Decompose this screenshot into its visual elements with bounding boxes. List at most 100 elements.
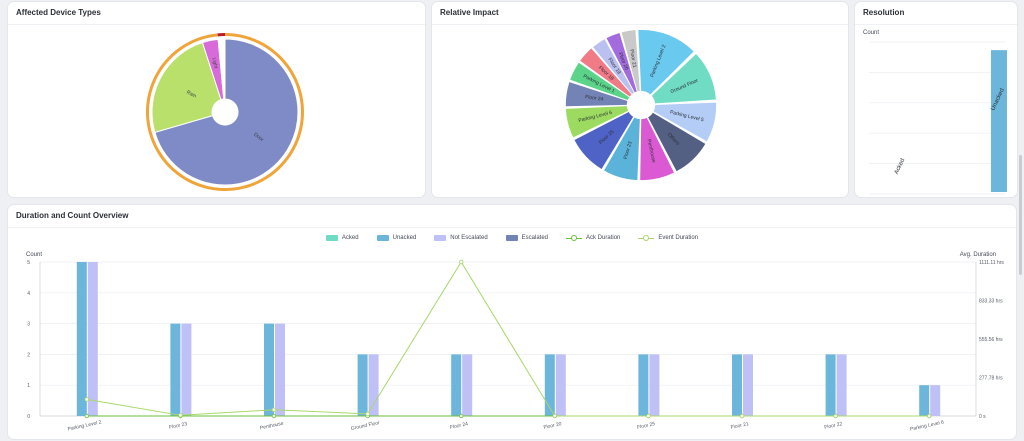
pie-slice[interactable]: [565, 82, 628, 107]
pie-slice[interactable]: [651, 53, 716, 104]
legend-swatch: [566, 235, 583, 241]
bar[interactable]: [836, 354, 847, 416]
series-point[interactable]: [365, 411, 370, 417]
bar[interactable]: [919, 385, 930, 416]
y-tick-label: 0: [27, 414, 30, 420]
series-point[interactable]: [459, 413, 464, 419]
legend-label: Not Escalated: [450, 235, 488, 241]
pie-slice[interactable]: [151, 41, 222, 133]
bar[interactable]: [649, 354, 660, 416]
scrollbar-thumb[interactable]: [1019, 155, 1022, 275]
bar[interactable]: [991, 50, 1007, 193]
x-tick-label: Floor 21: [730, 421, 749, 431]
series-point[interactable]: [271, 413, 277, 419]
series-point[interactable]: [552, 413, 557, 419]
pie-slice[interactable]: [604, 117, 640, 181]
device-types-title: Affected Device Types: [16, 8, 101, 17]
bar[interactable]: [638, 354, 649, 416]
bar[interactable]: [544, 354, 555, 416]
bar[interactable]: [555, 354, 566, 416]
x-tick-label: Floor 22: [824, 421, 843, 431]
y2-tick-label: 1111.11 hrs: [979, 260, 1004, 266]
series-point[interactable]: [271, 407, 277, 412]
series-point[interactable]: [833, 413, 838, 419]
overview-combo-chart: Count Avg. Duration 0 1 2 3 4 5 0 s 277.78 hrs 555…: [26, 252, 1004, 433]
series-point[interactable]: [739, 413, 745, 419]
bar[interactable]: [930, 385, 941, 416]
bar[interactable]: [181, 323, 192, 416]
legend-item[interactable]: Event Duration: [638, 235, 698, 241]
series-point[interactable]: [927, 413, 932, 419]
bar[interactable]: [451, 354, 462, 416]
x-tick-label: Ground Floor: [350, 420, 380, 432]
pie-slice[interactable]: [638, 29, 694, 95]
bar[interactable]: [87, 262, 98, 416]
pie-slice-label: Door: [252, 132, 265, 144]
pie-slice[interactable]: [574, 111, 634, 169]
y-axis-title: Count: [26, 252, 42, 258]
bar[interactable]: [170, 323, 181, 416]
legend-item[interactable]: Escalated: [505, 235, 549, 241]
pie-slice[interactable]: [580, 48, 632, 97]
legend-swatch: [638, 235, 655, 241]
relative-impact-card: Relative Impact Parking Level 2 Ground Fl…: [432, 2, 848, 197]
pie-slice[interactable]: [593, 39, 634, 94]
series-point[interactable]: [646, 413, 651, 419]
x-tick-label: Floor 23: [169, 421, 188, 431]
series-point[interactable]: [84, 397, 89, 402]
pie-slice-label: Floor 21: [628, 49, 637, 68]
pie-slice[interactable]: [653, 102, 717, 142]
bar[interactable]: [462, 354, 473, 416]
pie-slice[interactable]: [154, 38, 299, 186]
divider: [8, 227, 1016, 228]
series-line: [86, 261, 930, 417]
pie-slice[interactable]: [640, 117, 674, 181]
relative-impact-title: Relative Impact: [440, 8, 499, 17]
bar[interactable]: [743, 354, 753, 416]
bar[interactable]: [732, 354, 742, 416]
legend-item[interactable]: Acked: [325, 235, 359, 241]
device-types-card: Affected Device Types Door Rain Light: [8, 2, 425, 197]
legend-label: Escalated: [521, 235, 549, 241]
pie-slice[interactable]: [621, 30, 640, 92]
device-types-pie-chart: Door Rain Light: [146, 33, 305, 191]
divider: [432, 24, 848, 25]
bar[interactable]: [76, 262, 87, 416]
pie-slice[interactable]: [606, 32, 637, 93]
legend-label: Unacked: [392, 235, 417, 241]
x-tick-label: Penthouse: [259, 421, 284, 432]
series-point[interactable]: [84, 413, 89, 419]
series-point[interactable]: [178, 413, 183, 418]
x-tick-label: Parking Level 2: [67, 419, 102, 432]
legend-swatch: [376, 235, 389, 241]
y2-tick-label: 0 s: [979, 414, 986, 420]
series-point[interactable]: [459, 259, 464, 265]
y2-tick-label: 277.78 hrs: [979, 376, 1003, 382]
pie-slice[interactable]: [648, 112, 706, 172]
y-tick-label: 4: [27, 291, 30, 297]
legend-item[interactable]: Not Escalated: [434, 235, 488, 241]
bar[interactable]: [825, 354, 836, 416]
x-tick-label: Floor 24: [449, 421, 468, 431]
resolution-title: Resolution: [863, 8, 905, 17]
y2-axis-title: Avg. Duration: [960, 252, 996, 258]
legend-swatch: [434, 235, 447, 241]
pie-slice[interactable]: [565, 106, 629, 138]
x-tick-label: Parking Level 6: [910, 419, 945, 432]
category-label: Acked: [894, 158, 906, 176]
pie-ring-segment: [217, 33, 225, 37]
legend-label: Acked: [341, 235, 359, 241]
bar[interactable]: [275, 323, 285, 416]
legend-item[interactable]: Ack Duration: [566, 235, 620, 241]
bar[interactable]: [264, 323, 274, 416]
pie-slice[interactable]: [570, 62, 630, 101]
bar[interactable]: [368, 354, 379, 416]
pie-slice[interactable]: [217, 38, 226, 100]
legend-item[interactable]: Unacked: [376, 235, 417, 241]
divider: [8, 24, 425, 25]
overview-legend: Acked Unacked Not Escalated Escalated Ack Du…: [0, 233, 1024, 243]
y2-tick-label: 555.56 hrs: [979, 337, 1003, 343]
bar[interactable]: [357, 354, 368, 416]
